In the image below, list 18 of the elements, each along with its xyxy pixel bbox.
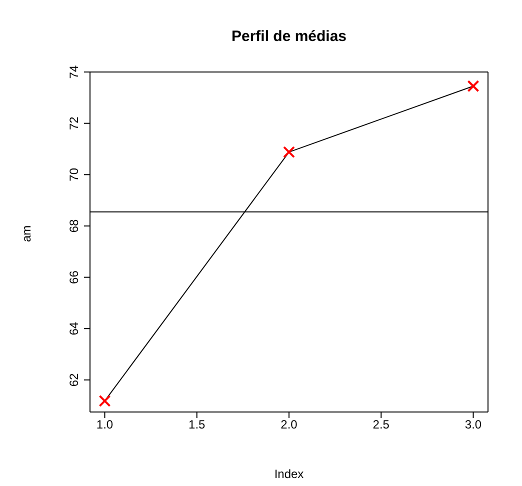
y-tick-label: 74 (67, 65, 81, 79)
y-axis-title: am (19, 225, 34, 242)
y-tick-label: 66 (67, 270, 81, 284)
point (98, 394, 111, 407)
x-tick-label: 1.5 (188, 418, 206, 432)
y-tick-label: 68 (67, 218, 81, 233)
x-tick-label: 2.0 (280, 418, 298, 432)
chart-title: Perfil de médias (230, 28, 348, 45)
y-tick-label: 64 (67, 322, 81, 336)
point (467, 80, 480, 92)
x-axis-title: Index (274, 467, 304, 481)
point (283, 146, 295, 158)
y-tick-label: 70 (67, 168, 81, 182)
y-tick-label: 62 (67, 372, 81, 387)
x-tick-label: 1.0 (96, 418, 114, 432)
y-tick-label: 72 (67, 116, 81, 130)
x-tick-label: 3.0 (464, 418, 482, 432)
x-tick-label: 2.5 (372, 418, 390, 432)
